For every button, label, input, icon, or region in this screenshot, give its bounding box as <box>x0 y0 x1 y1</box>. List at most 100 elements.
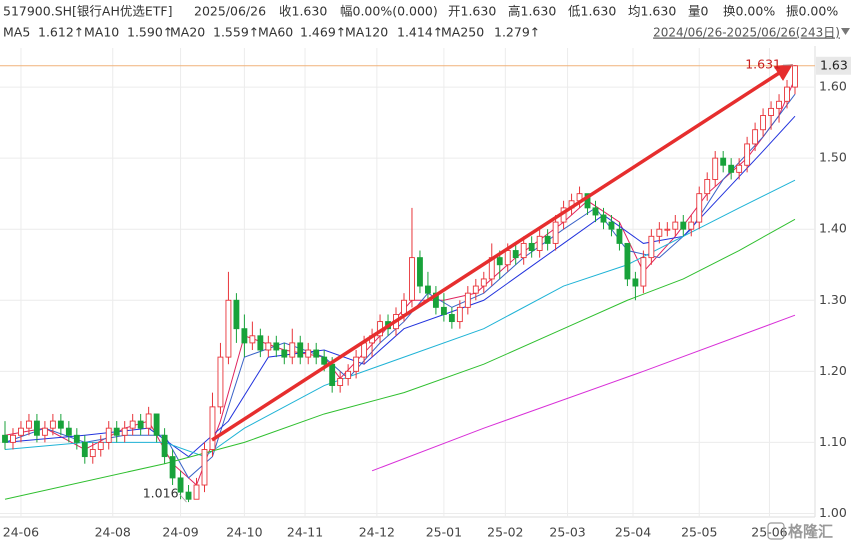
candle-body <box>648 235 655 259</box>
candle-body <box>201 449 208 486</box>
ma-line <box>371 314 796 472</box>
candle-body <box>81 441 88 458</box>
candle-body <box>89 449 96 458</box>
candle-body <box>2 434 8 443</box>
ma-line <box>4 93 796 479</box>
candle-body <box>496 257 503 266</box>
y-tick-label: 1.00 <box>819 505 847 520</box>
candle-body <box>456 306 463 323</box>
candle-body <box>688 221 695 230</box>
candle-body <box>161 434 168 458</box>
candle-body <box>18 427 24 436</box>
header-field: 2025/06/26 <box>194 4 266 19</box>
annotation: 1.016 <box>143 486 179 501</box>
candle-body <box>289 342 296 358</box>
candle-body <box>544 235 551 244</box>
candle-body <box>233 299 240 330</box>
candle-body <box>640 257 647 287</box>
date-range[interactable]: 2024/06/26-2025/06/26(243日) <box>653 26 840 40</box>
candle-body <box>712 157 719 180</box>
candle-body <box>257 335 264 351</box>
y-tick-label: 1.40 <box>819 221 847 236</box>
x-tick-label: 24-11 <box>287 525 323 540</box>
legend-value: 1.590↑ <box>127 25 173 40</box>
candle-body <box>57 420 64 429</box>
candle-body <box>616 228 623 244</box>
x-tick-label: 25-02 <box>487 525 523 540</box>
candle-body <box>33 420 40 436</box>
y-tick-label: 1.30 <box>819 292 847 307</box>
legend-value: 1.469↑ <box>300 25 346 40</box>
x-tick-label: 24-12 <box>359 525 395 540</box>
x-tick-label: 24-06 <box>3 525 39 540</box>
trend-arrow <box>211 64 793 442</box>
ma-line <box>4 218 796 500</box>
header-field: 高1.630 <box>508 4 556 19</box>
candle-body <box>177 477 184 493</box>
x-tick-label: 24-08 <box>95 525 131 540</box>
candle-body <box>464 292 471 308</box>
candle-body <box>281 349 288 358</box>
candle-body <box>584 193 591 209</box>
legend-value: 1.414↑ <box>397 25 443 40</box>
legend-value: 1.612↑ <box>38 25 84 40</box>
annotation-leader <box>179 493 187 503</box>
header-field: 量0 <box>688 4 709 19</box>
candle-body <box>704 179 711 195</box>
price-tag <box>816 56 851 75</box>
candle-body <box>121 427 128 436</box>
candle-body <box>209 406 216 450</box>
candle-body <box>97 441 104 450</box>
candle-body <box>417 257 423 287</box>
candle-body <box>480 278 487 287</box>
candle-body <box>137 420 144 429</box>
candle-body <box>720 157 727 166</box>
candle-body <box>504 250 511 266</box>
candle-body <box>297 342 304 358</box>
candle-body <box>105 427 112 443</box>
candle-body <box>736 164 743 173</box>
candle-body <box>608 221 615 230</box>
legend-name: MA250 <box>441 25 484 40</box>
legend-name: MA120 <box>345 25 388 40</box>
candle-body <box>153 413 160 436</box>
candle-body <box>361 342 368 358</box>
candle-body <box>472 285 479 294</box>
legend-name: MA20 <box>170 25 205 40</box>
candle-body <box>448 314 455 323</box>
header-field: 振0.00% <box>786 4 838 19</box>
candle-body <box>113 427 120 436</box>
candle-body <box>672 221 679 230</box>
candle-body <box>249 335 256 344</box>
candle-body <box>552 221 559 244</box>
candle-body <box>696 193 703 223</box>
candle-body <box>129 420 136 429</box>
header-field: 低1.630 <box>568 4 616 19</box>
candle-body <box>329 363 336 386</box>
header-field: 517900.SH[银行AH优选ETF] <box>3 4 172 19</box>
candle-body <box>425 285 431 294</box>
x-tick-label: 24-09 <box>162 525 198 540</box>
candle-body <box>680 221 687 230</box>
candle-body <box>792 65 798 88</box>
candle-body <box>41 427 48 436</box>
candle-body <box>440 306 447 315</box>
y-tick-label: 1.10 <box>819 434 847 449</box>
candle-body <box>728 164 735 173</box>
candle-body <box>409 257 415 301</box>
x-tick-label: 25-04 <box>615 525 651 540</box>
dropdown-icon[interactable] <box>841 28 850 35</box>
header-field: 开1.630 <box>448 4 496 19</box>
candle-body <box>193 484 200 500</box>
candle-body <box>169 456 176 479</box>
candle-body <box>26 420 32 429</box>
candle-body <box>401 299 407 315</box>
candle-body <box>744 143 751 166</box>
candle-body <box>305 349 312 358</box>
candle-body <box>664 228 671 231</box>
candle-body <box>776 100 782 109</box>
candle-body <box>528 242 535 251</box>
candle-body <box>185 491 192 500</box>
ma-line <box>4 115 796 458</box>
